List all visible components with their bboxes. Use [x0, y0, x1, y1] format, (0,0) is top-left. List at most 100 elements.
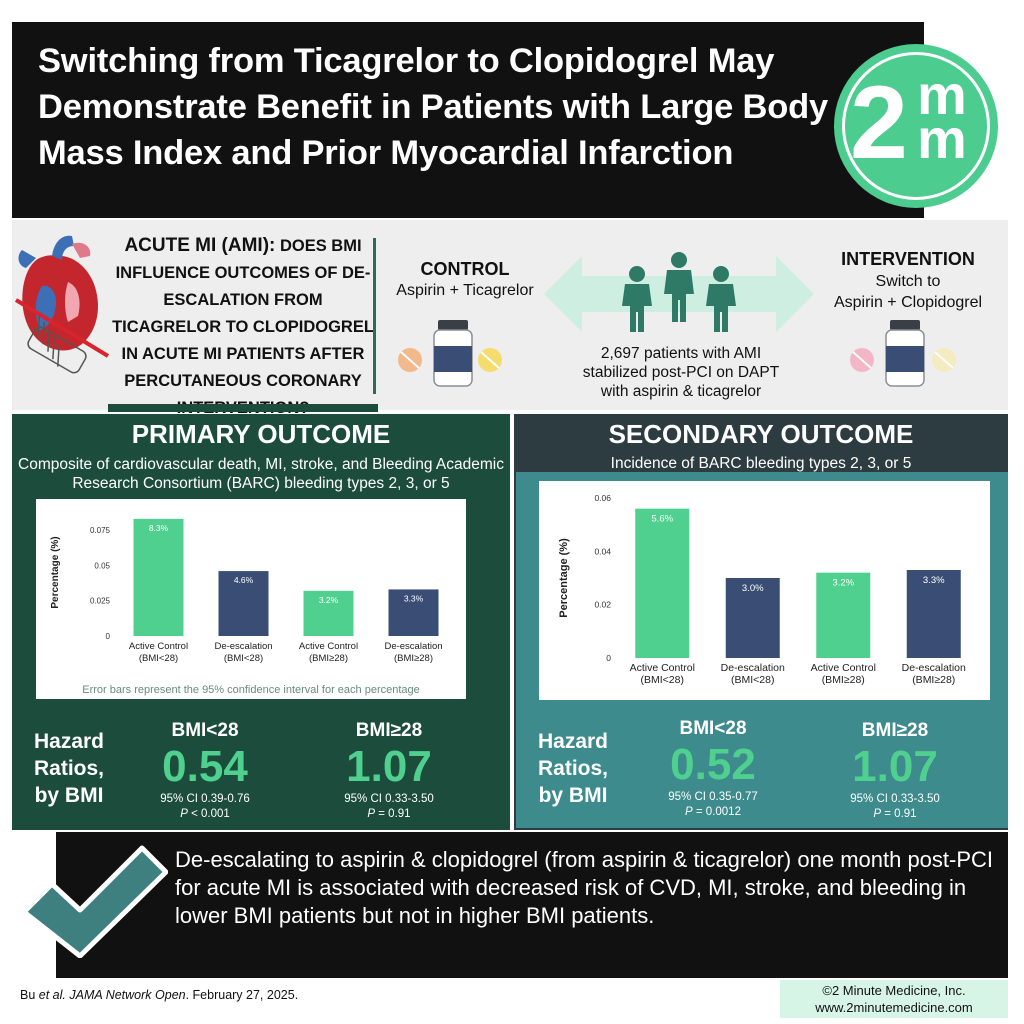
- secondary-bar-chart: 0 0.02 0.04 0.06 Percentage (%) 5.6% Active Co…: [558, 493, 966, 686]
- conclusion-band: [12, 832, 1008, 978]
- x-tick-label: De-escalation: [721, 662, 785, 674]
- data-label: 4.6%: [234, 575, 254, 585]
- x-tick-label: De-escalation: [214, 641, 272, 652]
- data-label: 8.3%: [149, 523, 169, 533]
- y-tick-label: 0.025: [90, 597, 111, 606]
- bar: [133, 518, 184, 636]
- x-tick-label: De-escalation: [384, 641, 442, 652]
- x-tick-label: Active Control: [299, 641, 358, 652]
- x-tick-label: (BMI<28): [641, 674, 684, 686]
- bar: [218, 571, 269, 636]
- hr-value: 1.07: [346, 742, 432, 791]
- y-tick-label: 0.04: [594, 546, 611, 556]
- intervention-title: INTERVENTION: [841, 249, 975, 269]
- x-tick-label: (BMI<28): [224, 653, 263, 664]
- x-tick-label: (BMI≥28): [912, 674, 955, 686]
- hr-value: 0.54: [162, 742, 248, 791]
- hr-label-line: Hazard: [33, 730, 105, 753]
- logo-letter-top: m: [917, 63, 967, 126]
- question-overlap: [108, 404, 378, 412]
- secondary-outcome-subtitle: Incidence of BARC bleeding types 2, 3, o…: [610, 455, 912, 472]
- hr-p-value: P = 0.91: [873, 808, 917, 820]
- x-tick-label: Active Control: [129, 641, 188, 652]
- strike-line: [14, 298, 110, 358]
- copyright-line: ©2 Minute Medicine, Inc.: [822, 983, 966, 998]
- y-tick-label: 0: [606, 653, 611, 663]
- logo-digit: 2: [850, 65, 908, 181]
- checkmark-icon: [21, 845, 168, 958]
- hr-label-line: by BMI: [34, 784, 104, 807]
- bar: [816, 572, 871, 658]
- logo-trademark: TM: [978, 70, 989, 77]
- hr-ci: 95% CI 0.39-0.76: [160, 793, 250, 805]
- study-question: ACUTE MI (AMI): DOES BMI INFLUENCE OUTCO…: [108, 232, 378, 422]
- y-tick-label: 0: [106, 632, 111, 641]
- bottle-icon: [433, 320, 473, 387]
- control-drug: Aspirin + Ticagrelor: [396, 282, 534, 299]
- control-meds: [398, 320, 502, 387]
- intervention-drug: Switch to Aspirin + Clopidogrel: [808, 271, 1008, 313]
- comparison-arrow: [544, 252, 814, 332]
- x-tick-label: (BMI≥28): [394, 653, 433, 664]
- y-axis-label: Percentage (%): [558, 538, 570, 618]
- x-tick-label: Active Control: [811, 662, 876, 674]
- hr-p-value: P = 0.91: [367, 808, 411, 820]
- y-tick-label: 0.05: [94, 561, 110, 570]
- data-label: 3.3%: [404, 593, 424, 603]
- people-icon: [622, 252, 736, 332]
- copyright-box: [780, 980, 1008, 1018]
- intervention-switch-label: Switch to: [875, 273, 941, 290]
- population-description: 2,697 patients with AMI stabilized post-…: [582, 345, 780, 400]
- page-title: Switching from Ticagrelor to Clopidogrel…: [38, 42, 828, 172]
- header-banner: [12, 22, 924, 218]
- hr-group-label: BMI≥28: [861, 720, 929, 741]
- hr-group-label: BMI≥28: [355, 720, 423, 741]
- y-tick-label: 0.02: [594, 600, 611, 610]
- copyright: ©2 Minute Medicine, Inc. www.2minutemedi…: [780, 982, 1008, 1016]
- stent-icon: [27, 314, 87, 374]
- heart-icon: [18, 235, 98, 351]
- secondary-hr-label: Hazard Ratios, by BMI: [518, 728, 628, 809]
- hr-group-label: BMI<28: [171, 720, 239, 741]
- hr-label-line: by BMI: [538, 784, 608, 807]
- hr-label-line: Ratios,: [33, 757, 104, 780]
- intervention-drug-label: Aspirin + Clopidogrel: [833, 294, 983, 311]
- data-label: 3.0%: [742, 583, 764, 594]
- vertical-divider: [373, 238, 376, 394]
- data-label: 3.3%: [923, 575, 945, 586]
- question-rest: DOES BMI INFLUENCE OUTCOMES OF DE-ESCALA…: [112, 237, 374, 417]
- y-tick-label: 0.06: [594, 493, 611, 503]
- primary-bar-chart: 0 0.025 0.05 0.075 Percentage (%) 8.3% Active …: [50, 518, 443, 664]
- secondary-outcome-title: SECONDARY OUTCOME: [608, 419, 914, 449]
- bar: [303, 590, 354, 636]
- intervention-meds: [850, 320, 956, 387]
- website-link[interactable]: www.2minutemedicine.com: [815, 1000, 973, 1015]
- x-tick-label: (BMI<28): [139, 653, 178, 664]
- secondary-hr-high-bmi: BMI≥28 1.07 95% CI 0.33-3.50 P = 0.91: [830, 720, 960, 822]
- y-tick-label: 0.075: [90, 526, 111, 535]
- x-tick-label: Active Control: [630, 662, 695, 674]
- primary-chart-footnote: Error bars represent the 95% confidence …: [82, 684, 420, 696]
- x-tick-label: De-escalation: [902, 662, 966, 674]
- hr-group-label: BMI<28: [679, 718, 747, 739]
- x-tick-label: (BMI<28): [731, 674, 774, 686]
- logo-letter-bottom: m: [917, 107, 967, 170]
- conclusion-text: De-escalating to aspirin & clopidogrel (…: [175, 847, 994, 928]
- hr-ci: 95% CI 0.33-3.50: [344, 793, 434, 805]
- study-design-band: [12, 220, 1008, 410]
- bar: [906, 570, 961, 658]
- data-label: 5.6%: [651, 514, 673, 525]
- hr-label-line: Ratios,: [537, 757, 608, 780]
- hr-p-value: P = 0.0012: [685, 806, 741, 818]
- x-tick-label: (BMI≥28): [822, 674, 865, 686]
- logo-ring: [842, 52, 990, 200]
- bar: [388, 589, 439, 636]
- primary-outcome-subtitle: Composite of cardiovascular death, MI, s…: [18, 456, 504, 492]
- primary-hr-low-bmi: BMI<28 0.54 95% CI 0.39-0.76 P < 0.001: [140, 720, 270, 822]
- y-axis-label: Percentage (%): [50, 536, 61, 608]
- hr-value: 1.07: [852, 742, 938, 791]
- primary-outcome-title: PRIMARY OUTCOME: [131, 419, 391, 449]
- hr-label-line: Hazard: [537, 730, 609, 753]
- data-label: 3.2%: [319, 595, 339, 605]
- data-label: 3.2%: [832, 578, 854, 589]
